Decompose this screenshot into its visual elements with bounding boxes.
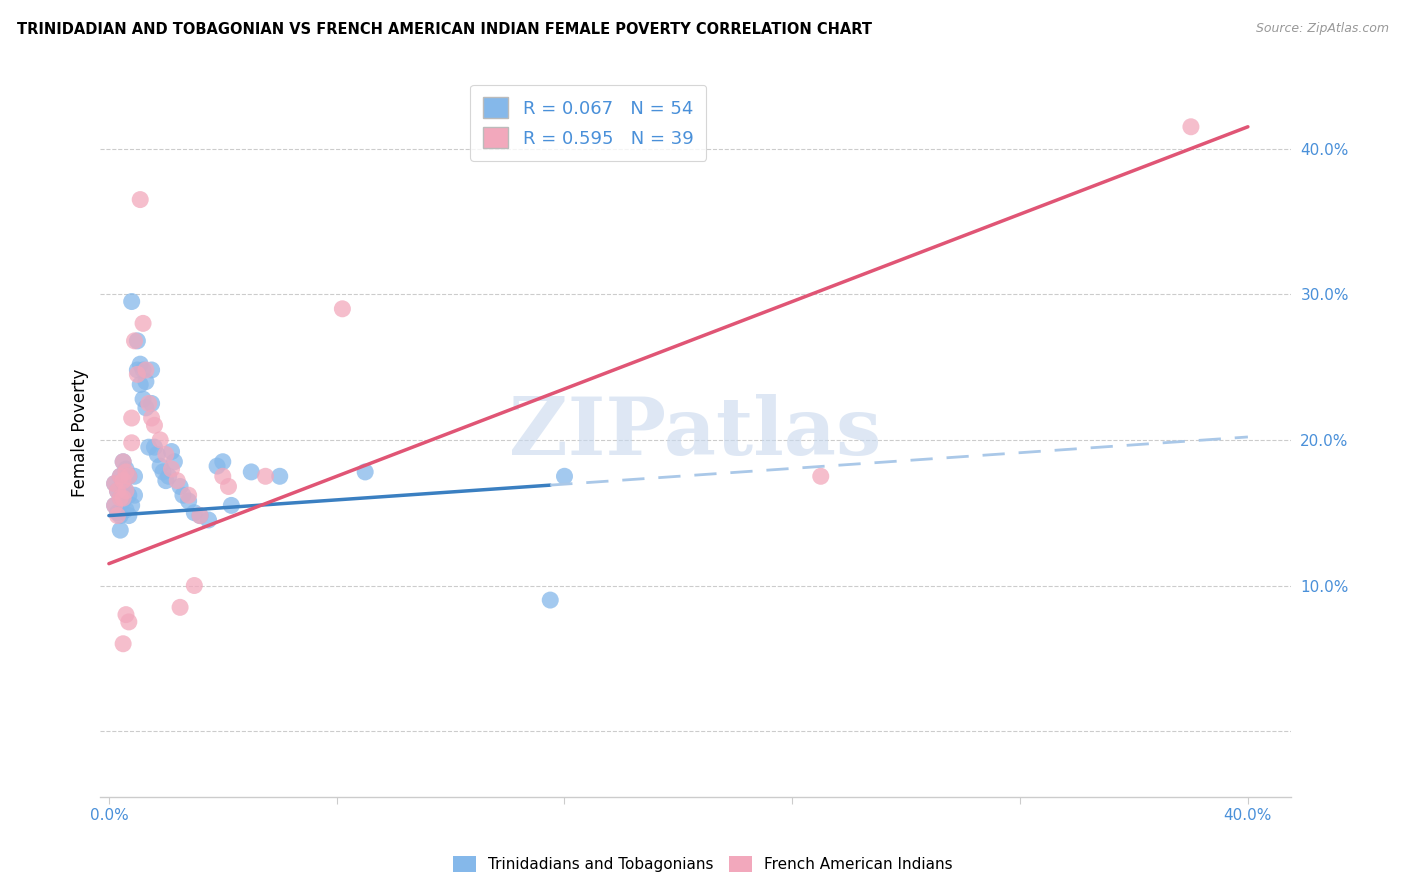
Point <box>112 494 135 508</box>
Point <box>169 479 191 493</box>
Point <box>135 401 157 415</box>
Point <box>166 474 188 488</box>
Y-axis label: Female Poverty: Female Poverty <box>72 368 89 497</box>
Point <box>205 459 228 474</box>
Point <box>177 494 200 508</box>
Point <box>810 469 832 483</box>
Text: Source: ZipAtlas.com: Source: ZipAtlas.com <box>1256 22 1389 36</box>
Point <box>135 363 157 377</box>
Point <box>110 491 132 505</box>
Point <box>118 488 141 502</box>
Point <box>197 513 219 527</box>
Point <box>103 476 125 491</box>
Point <box>103 499 125 513</box>
Point <box>124 334 146 348</box>
Point <box>183 506 205 520</box>
Text: ZIPatlas: ZIPatlas <box>509 393 882 472</box>
Point <box>107 483 129 498</box>
Point <box>132 317 155 331</box>
Point <box>1180 120 1202 134</box>
Point <box>112 455 135 469</box>
Point <box>240 465 263 479</box>
Point <box>149 459 172 474</box>
Point <box>127 334 149 348</box>
Point <box>143 418 166 433</box>
Text: TRINIDADIAN AND TOBAGONIAN VS FRENCH AMERICAN INDIAN FEMALE POVERTY CORRELATION : TRINIDADIAN AND TOBAGONIAN VS FRENCH AME… <box>17 22 872 37</box>
Point <box>127 368 149 382</box>
Point <box>132 392 155 406</box>
Point <box>107 508 129 523</box>
Point <box>112 476 135 491</box>
Point <box>115 607 138 622</box>
Point <box>103 499 125 513</box>
Point <box>183 578 205 592</box>
Point <box>149 433 172 447</box>
Point <box>107 506 129 520</box>
Point <box>163 455 186 469</box>
Point <box>115 483 138 498</box>
Point <box>110 508 132 523</box>
Point <box>155 474 177 488</box>
Point <box>141 411 163 425</box>
Point <box>160 462 183 476</box>
Point <box>169 600 191 615</box>
Point <box>129 193 152 207</box>
Point <box>110 523 132 537</box>
Point <box>177 488 200 502</box>
Legend: R = 0.067   N = 54, R = 0.595   N = 39: R = 0.067 N = 54, R = 0.595 N = 39 <box>471 85 706 161</box>
Point <box>118 615 141 629</box>
Point <box>141 396 163 410</box>
Point <box>188 508 211 523</box>
Point <box>121 294 143 309</box>
Point <box>110 469 132 483</box>
Point <box>112 474 135 488</box>
Point <box>218 479 240 493</box>
Point <box>132 363 155 377</box>
Point <box>269 469 291 483</box>
Point <box>211 469 233 483</box>
Point <box>138 396 160 410</box>
Point <box>112 455 135 469</box>
Point <box>103 476 125 491</box>
Point <box>115 465 138 479</box>
Point <box>121 499 143 513</box>
Point <box>107 483 129 498</box>
Point <box>160 444 183 458</box>
Point <box>221 499 243 513</box>
Point <box>138 440 160 454</box>
Point <box>118 469 141 483</box>
Point <box>118 508 141 523</box>
Point <box>115 503 138 517</box>
Point <box>354 465 377 479</box>
Point <box>211 455 233 469</box>
Point <box>112 637 135 651</box>
Point <box>254 469 277 483</box>
Point <box>121 435 143 450</box>
Point <box>121 411 143 425</box>
Point <box>135 375 157 389</box>
Point <box>129 357 152 371</box>
Point <box>110 491 132 505</box>
Point <box>332 301 354 316</box>
Point <box>155 447 177 461</box>
Point <box>157 469 180 483</box>
Point <box>112 491 135 505</box>
Point <box>118 469 141 483</box>
Point <box>127 363 149 377</box>
Point <box>146 447 169 461</box>
Point <box>115 483 138 498</box>
Point <box>172 488 194 502</box>
Point <box>143 440 166 454</box>
Point <box>110 469 132 483</box>
Point <box>129 377 152 392</box>
Point <box>141 363 163 377</box>
Legend: Trinidadians and Tobagonians, French American Indians: Trinidadians and Tobagonians, French Ame… <box>446 848 960 880</box>
Point <box>553 469 575 483</box>
Point <box>152 465 174 479</box>
Point <box>115 462 138 476</box>
Point <box>124 469 146 483</box>
Point <box>538 593 561 607</box>
Point <box>124 488 146 502</box>
Point <box>188 508 211 523</box>
